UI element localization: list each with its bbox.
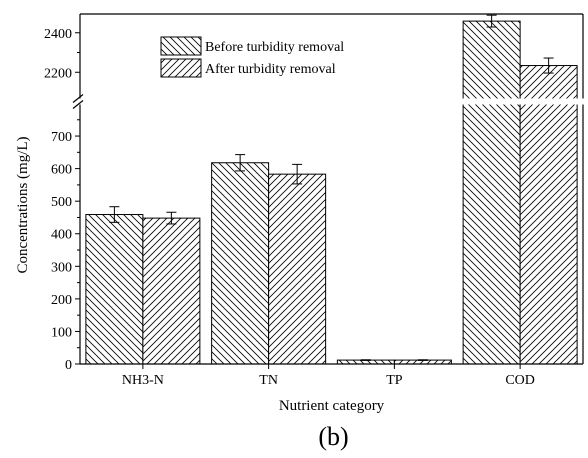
y-tick-label: 700 bbox=[51, 130, 72, 145]
y-tick-label: 200 bbox=[51, 293, 72, 308]
y-tick-label: 2200 bbox=[44, 66, 72, 81]
legend-label: After turbidity removal bbox=[205, 62, 336, 77]
y-tick-label: 400 bbox=[51, 228, 72, 243]
legend-swatch bbox=[160, 58, 202, 78]
y-tick-label: 600 bbox=[51, 163, 72, 178]
legend-swatch bbox=[160, 36, 202, 56]
figure-caption: (b) bbox=[318, 422, 348, 451]
bar bbox=[211, 162, 270, 365]
y-tick-label: 300 bbox=[51, 260, 72, 275]
axis-break-mark bbox=[72, 100, 84, 109]
x-axis-title: Nutrient category bbox=[279, 398, 385, 414]
bar bbox=[142, 217, 201, 365]
y-tick-label: 500 bbox=[51, 195, 72, 210]
bar bbox=[268, 173, 327, 365]
x-tick-label: COD bbox=[505, 373, 535, 388]
bar bbox=[519, 65, 578, 365]
bar bbox=[85, 214, 144, 365]
x-tick-label: TP bbox=[386, 373, 403, 388]
axis-break-gap bbox=[74, 98, 588, 105]
y-tick-label: 0 bbox=[65, 358, 72, 373]
y-tick-label: 2400 bbox=[44, 27, 72, 42]
bar bbox=[462, 20, 521, 365]
axis-break-mark bbox=[72, 94, 84, 103]
y-axis-title: Concentrations (mg/L) bbox=[15, 136, 31, 273]
x-tick-label: NH3-N bbox=[122, 373, 164, 388]
y-tick-label: 100 bbox=[51, 325, 72, 340]
x-tick-label: TN bbox=[259, 373, 278, 388]
legend-label: Before turbidity removal bbox=[205, 40, 344, 55]
